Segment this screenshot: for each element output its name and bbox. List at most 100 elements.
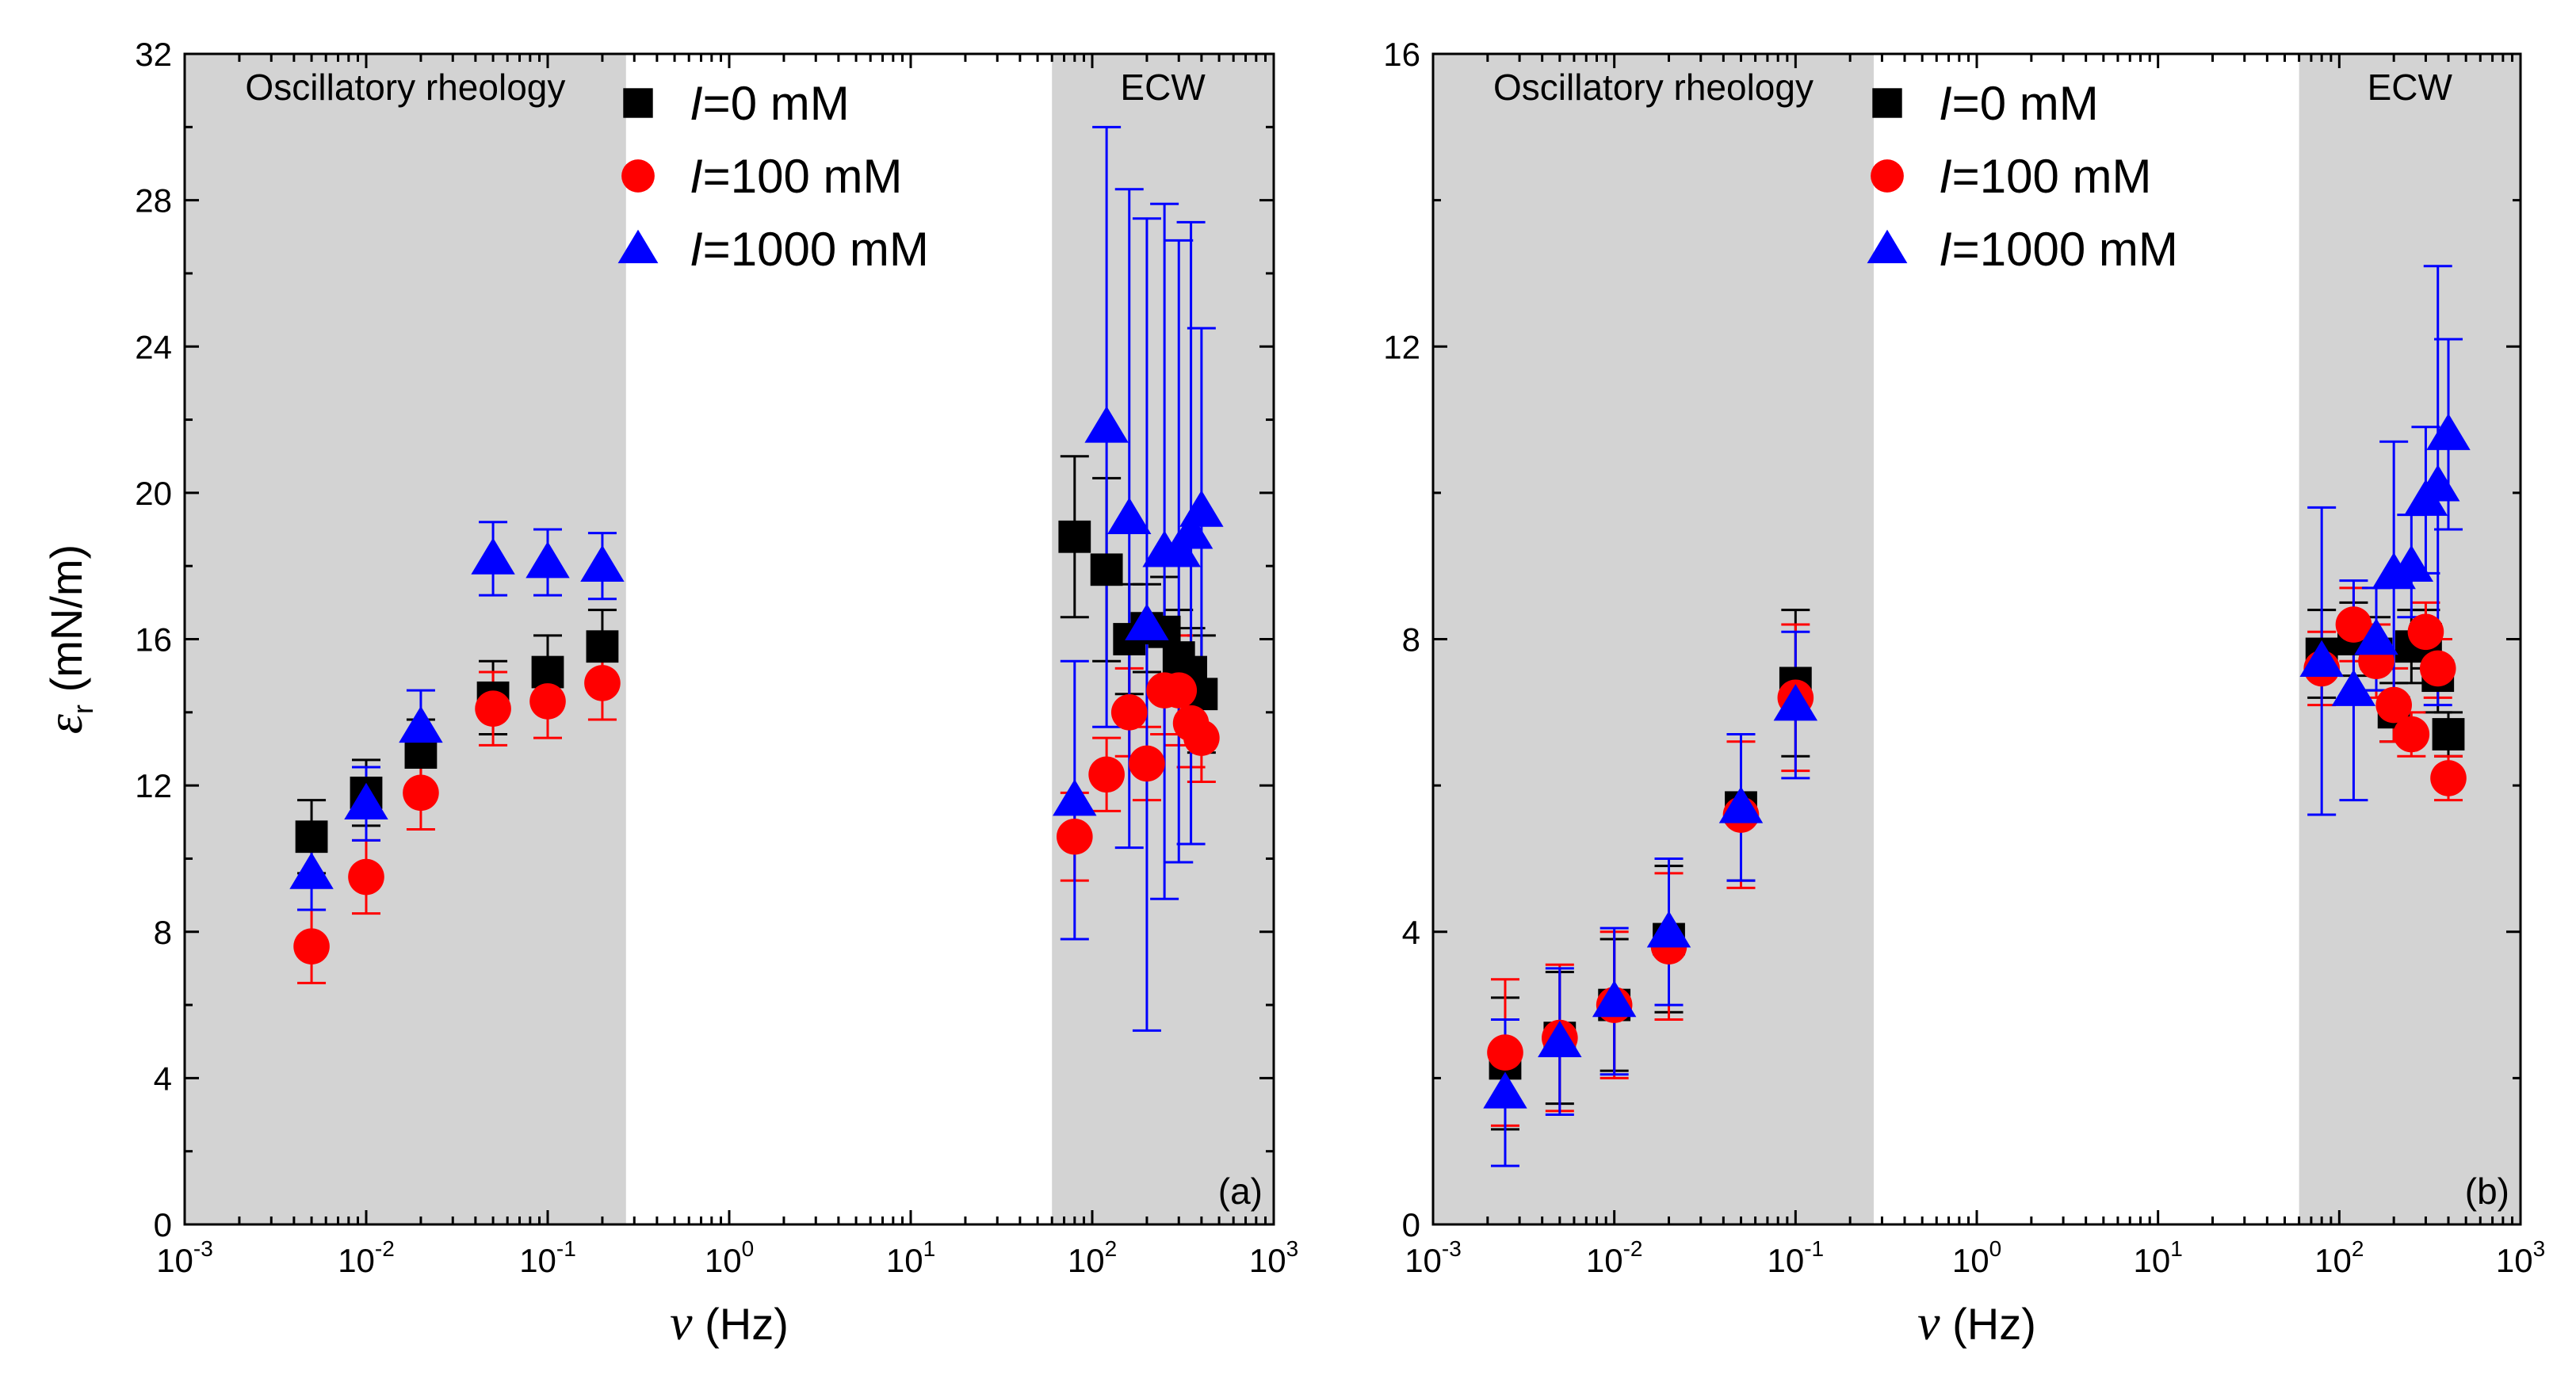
region-label: ECW xyxy=(1120,67,1206,108)
x-tick-exponent: 0 xyxy=(1989,1236,2002,1261)
data-point-triangle xyxy=(289,852,334,889)
data-point-square xyxy=(531,655,564,689)
data-point-circle xyxy=(1160,672,1198,709)
x-tick-exponent: -1 xyxy=(556,1236,576,1261)
data-point-triangle xyxy=(344,782,388,820)
x-tick-label: 10-2 xyxy=(1586,1236,1643,1279)
x-tick-label: 101 xyxy=(2134,1236,2183,1279)
data-point-circle xyxy=(1110,694,1148,731)
data-point-triangle xyxy=(471,537,515,575)
y-axis-title: εr (mN/m) xyxy=(36,544,99,734)
legend-entry: I=0 mM xyxy=(1939,77,2099,130)
x-tick-base: 10 xyxy=(1586,1242,1623,1279)
x-tick-label: 10-1 xyxy=(1768,1236,1825,1279)
data-point-triangle xyxy=(1125,603,1169,640)
data-point-circle xyxy=(621,159,655,193)
y-axis-subscript: r xyxy=(67,705,99,714)
data-point-circle xyxy=(2375,686,2412,724)
data-point-triangle xyxy=(2331,669,2376,706)
x-tick-base: 10 xyxy=(2134,1242,2171,1279)
x-tick-base: 10 xyxy=(1249,1242,1286,1279)
x-axis-ticks xyxy=(1431,54,2522,1224)
data-point-circle xyxy=(529,683,566,720)
data-point-square xyxy=(623,88,653,118)
data-point-triangle xyxy=(2416,464,2460,502)
legend-value: =100 mM xyxy=(1952,150,2152,203)
x-axis-symbol: ν xyxy=(670,1294,693,1350)
y-tick-label: 0 xyxy=(1402,1206,1420,1243)
data-point-triangle xyxy=(1867,229,1908,264)
legend-entry: I=1000 mM xyxy=(690,223,929,276)
data-point-triangle xyxy=(2299,640,2344,677)
x-tick-label: 10-1 xyxy=(519,1236,576,1279)
x-tick-base: 10 xyxy=(1405,1242,1442,1279)
x-tick-base: 10 xyxy=(705,1242,742,1279)
data-point-triangle xyxy=(1053,779,1097,816)
panel-label: (a) xyxy=(1218,1171,1263,1212)
x-tick-exponent: -3 xyxy=(193,1236,213,1261)
legend-var: I xyxy=(1939,150,1952,203)
data-point-circle xyxy=(2335,606,2372,643)
legend-entry: I=0 mM xyxy=(690,77,850,130)
y-axis-ticks xyxy=(185,52,1274,1226)
y-tick-label: 4 xyxy=(154,1060,172,1097)
data-point-circle xyxy=(1057,818,1093,855)
x-tick-base: 10 xyxy=(2496,1242,2533,1279)
legend-entry: I=1000 mM xyxy=(1939,223,2178,276)
legend-value: =0 mM xyxy=(703,77,850,130)
y-tick-label: 16 xyxy=(135,621,172,659)
x-axis-title: ν (Hz) xyxy=(670,1294,789,1350)
x-tick-label: 10-2 xyxy=(338,1236,395,1279)
legend-value: =1000 mM xyxy=(703,223,929,276)
x-tick-exponent: 1 xyxy=(2170,1236,2183,1261)
data-point-triangle xyxy=(1483,1071,1527,1109)
shaded-region xyxy=(1433,54,1874,1224)
data-point-square xyxy=(586,630,619,663)
data-point-circle xyxy=(1129,745,1165,782)
series-markers-2 xyxy=(293,665,1220,965)
data-point-circle xyxy=(1487,1034,1523,1071)
legend-var: I xyxy=(690,150,703,203)
data-point-triangle xyxy=(526,541,570,579)
x-tick-label: 103 xyxy=(1249,1236,1298,1279)
data-point-triangle xyxy=(1179,490,1224,527)
legend-var: I xyxy=(1939,223,1952,276)
x-tick-exponent: 2 xyxy=(1105,1236,1118,1261)
x-tick-exponent: -3 xyxy=(1442,1236,1462,1261)
legend-entry: I=100 mM xyxy=(1939,150,2151,203)
data-point-triangle xyxy=(1107,497,1152,534)
legend-value: =0 mM xyxy=(1952,77,2099,130)
y-tick-label: 8 xyxy=(1402,621,1420,659)
legend-entry: I=100 mM xyxy=(690,150,902,203)
y-tick-label: 8 xyxy=(154,914,172,951)
x-axis-symbol: ν xyxy=(1917,1294,1940,1350)
data-point-square xyxy=(1090,553,1123,586)
x-axis-unit: (Hz) xyxy=(693,1299,789,1349)
legend: I=0 mMI=100 mMI=1000 mM xyxy=(1867,77,2178,276)
x-tick-exponent: -2 xyxy=(375,1236,395,1261)
x-tick-base: 10 xyxy=(338,1242,375,1279)
data-point-circle xyxy=(2430,760,2467,796)
x-tick-exponent: 3 xyxy=(2533,1236,2546,1261)
y-tick-label: 20 xyxy=(135,475,172,512)
data-point-triangle xyxy=(1538,1020,1582,1058)
x-tick-exponent: 3 xyxy=(1286,1236,1299,1261)
data-point-triangle xyxy=(1773,684,1818,721)
data-point-circle xyxy=(1088,756,1125,793)
x-tick-exponent: -1 xyxy=(1804,1236,1824,1261)
y-tick-label: 12 xyxy=(135,767,172,804)
x-tick-base: 10 xyxy=(1952,1242,1989,1279)
panel-label: (b) xyxy=(2465,1171,2509,1212)
legend-value: =1000 mM xyxy=(1952,223,2178,276)
y-tick-label: 4 xyxy=(1402,914,1420,951)
data-point-circle xyxy=(1871,159,1904,193)
legend-value: =100 mM xyxy=(703,150,903,203)
data-point-circle xyxy=(348,858,384,896)
data-point-triangle xyxy=(1168,512,1213,549)
data-point-circle xyxy=(584,665,621,701)
x-tick-exponent: 0 xyxy=(742,1236,755,1261)
x-axis-unit: (Hz) xyxy=(1940,1299,2036,1349)
shaded-region xyxy=(185,54,626,1224)
